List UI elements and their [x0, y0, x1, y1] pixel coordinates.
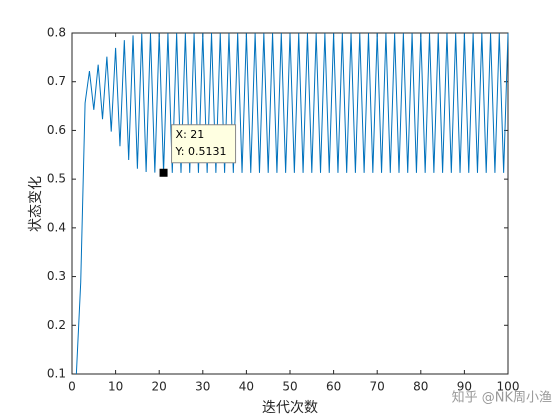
x-tick-label: 0: [68, 380, 76, 394]
data-line: [75, 33, 509, 375]
x-tick-label: 100: [497, 380, 520, 394]
y-tick-label: 0.3: [47, 269, 66, 283]
datatip-box: [171, 124, 237, 164]
x-tick-label: 80: [413, 380, 428, 394]
x-tick-label: 70: [370, 380, 385, 394]
x-tick-label: 60: [326, 380, 341, 394]
datatip-marker: [159, 168, 168, 177]
x-tick-label: 40: [239, 380, 254, 394]
x-tick-label: 20: [152, 380, 167, 394]
y-tick-label: 0.4: [47, 220, 66, 234]
axes-box: [71, 32, 509, 375]
x-tick-label: 50: [282, 380, 297, 394]
y-tick-label: 0.5: [47, 172, 66, 186]
x-tick-label: 90: [457, 380, 472, 394]
x-tick-label: 30: [195, 380, 210, 394]
y-tick-label: 0.6: [47, 123, 66, 137]
y-tick-label: 0.7: [47, 74, 66, 88]
y-tick-label: 0.2: [47, 318, 66, 332]
watermark: 知乎 @NK周小渔: [452, 390, 552, 406]
datatip-text: Y: 0.5131: [175, 145, 227, 158]
y-axis-label: 状态变化: [28, 176, 44, 232]
y-tick-label: 0.1: [47, 367, 66, 381]
x-axis-label: 迭代次数: [262, 400, 318, 416]
y-tick-label: 0.8: [47, 26, 66, 40]
x-tick-label: 10: [108, 380, 123, 394]
datatip-text: X: 21: [176, 128, 205, 141]
